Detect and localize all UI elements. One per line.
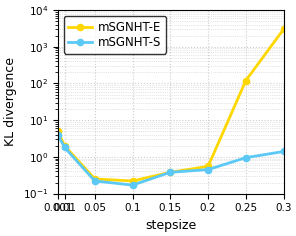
mSGNHT-S — [131, 184, 134, 186]
mSGNHT-S — [93, 180, 96, 182]
mSGNHT-E — [244, 79, 248, 82]
mSGNHT-E — [282, 28, 285, 31]
Legend: mSGNHT-E, mSGNHT-S: mSGNHT-E, mSGNHT-S — [64, 16, 166, 54]
mSGNHT-E — [168, 171, 172, 174]
X-axis label: stepsize: stepsize — [145, 219, 196, 232]
Y-axis label: KL divergence: KL divergence — [4, 57, 17, 146]
mSGNHT-S — [206, 168, 210, 171]
Line: mSGNHT-S: mSGNHT-S — [55, 132, 287, 188]
Line: mSGNHT-E: mSGNHT-E — [55, 26, 287, 184]
mSGNHT-S — [282, 150, 285, 153]
mSGNHT-E — [63, 144, 66, 147]
mSGNHT-E — [131, 180, 134, 182]
mSGNHT-S — [56, 133, 59, 136]
mSGNHT-E — [206, 165, 210, 168]
mSGNHT-S — [63, 146, 66, 149]
mSGNHT-E — [56, 130, 59, 133]
mSGNHT-E — [93, 177, 96, 180]
mSGNHT-S — [244, 156, 248, 159]
mSGNHT-S — [168, 171, 172, 174]
